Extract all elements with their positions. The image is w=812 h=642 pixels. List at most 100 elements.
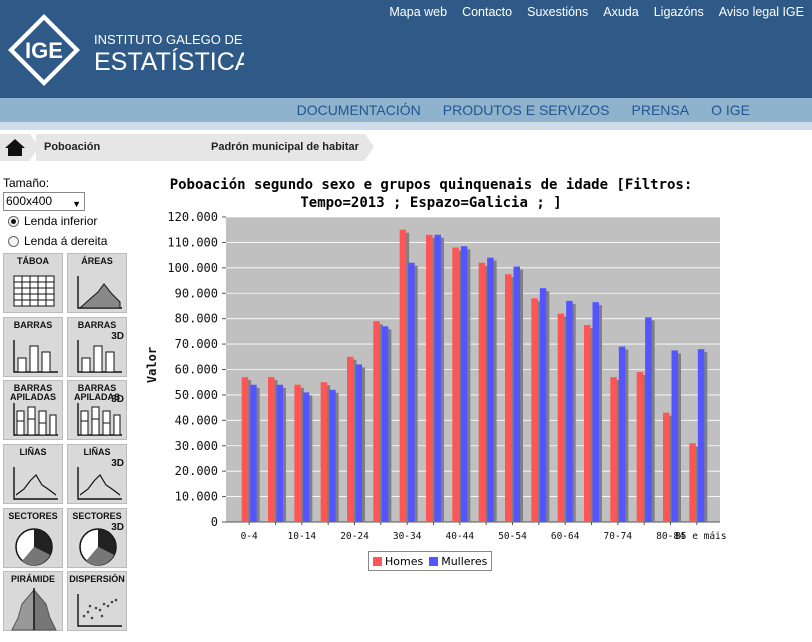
chart-type-bar-chart[interactable]: BARRAS bbox=[3, 317, 63, 377]
tile-3d-label: 3D bbox=[111, 458, 124, 469]
bar-mulleres-55-59[interactable] bbox=[539, 288, 547, 522]
top-links: Mapa web Contacto Suxestións Axuda Ligaz… bbox=[389, 5, 804, 19]
chart-type-area-chart[interactable]: ÁREAS bbox=[67, 253, 127, 313]
bar-homes-25-29[interactable] bbox=[373, 321, 380, 522]
pie-chart-icon bbox=[15, 528, 53, 566]
tile-label: TÁBOA bbox=[17, 256, 49, 266]
nav-produtos-servizos[interactable]: PRODUTOS E SERVIZOS bbox=[442, 102, 610, 118]
bar-homes-55-59[interactable] bbox=[531, 298, 538, 522]
chart-type-stacked-bar[interactable]: BARRAS APILADAS bbox=[3, 380, 63, 440]
legend-right-radio[interactable]: Lenda á dereita bbox=[8, 234, 107, 248]
bar-homes-40-44[interactable] bbox=[452, 247, 459, 523]
y-axis-label: Valor bbox=[145, 347, 159, 383]
y-tick-label: 70.000 bbox=[175, 337, 218, 351]
mulleres-swatch bbox=[429, 556, 439, 566]
chart-type-stacked-bar-3d[interactable]: BARRAS APILADAS 3D bbox=[67, 380, 127, 440]
bar-homes-65-69[interactable] bbox=[584, 325, 591, 522]
nav-documentacion[interactable]: DOCUMENTACIÓN bbox=[296, 102, 421, 118]
tile-label: SECTORES bbox=[8, 511, 58, 521]
bar-mulleres-35-39[interactable] bbox=[434, 234, 442, 522]
tile-3d-label: 3D bbox=[111, 522, 124, 533]
nav-o-ige[interactable]: O IGE bbox=[711, 102, 750, 118]
legend-bottom-label: Lenda inferior bbox=[24, 214, 98, 228]
bar-mulleres-50-54[interactable] bbox=[513, 266, 521, 522]
bar-mulleres-65-69[interactable] bbox=[592, 302, 600, 522]
bar-mulleres-80-84[interactable] bbox=[671, 350, 679, 522]
bar-mulleres-10-14[interactable] bbox=[302, 392, 310, 522]
legend-item-homes: Homes bbox=[373, 555, 423, 568]
x-tick-label: 20-24 bbox=[340, 531, 369, 542]
chart-type-line-chart-3d[interactable]: LIÑAS 3D bbox=[67, 444, 127, 504]
logo-initials: IGE bbox=[25, 38, 63, 63]
link-contacto[interactable]: Contacto bbox=[462, 5, 513, 19]
chart-type-table[interactable]: TÁBOA bbox=[3, 253, 63, 313]
legend-homes-label: Homes bbox=[385, 554, 424, 568]
bar-mulleres-25-29[interactable] bbox=[381, 326, 389, 522]
bar-homes-20-24[interactable] bbox=[347, 356, 354, 522]
bar-homes-35-39[interactable] bbox=[426, 234, 433, 522]
home-icon bbox=[5, 139, 25, 156]
y-tick-label: 20.000 bbox=[175, 464, 218, 478]
tile-label: SECTORES bbox=[72, 511, 122, 521]
bar-chart-icon bbox=[13, 340, 58, 373]
link-ligazons[interactable]: Ligazóns bbox=[653, 5, 704, 19]
link-axuda[interactable]: Axuda bbox=[603, 5, 639, 19]
chart-type-bar-chart-3d[interactable]: BARRAS 3D bbox=[67, 317, 127, 377]
bar-homes-30-34[interactable] bbox=[399, 229, 407, 523]
bar-homes-45-49[interactable] bbox=[478, 262, 486, 522]
x-tick-label: 85 e máis bbox=[675, 531, 726, 542]
chart-title: Poboación segundo sexo e grupos quinquen… bbox=[156, 176, 706, 212]
legend-bottom-radio[interactable]: Lenda inferior bbox=[8, 214, 97, 228]
link-suxestions[interactable]: Suxestións bbox=[527, 5, 589, 19]
breadcrumb-padron[interactable]: Padrón municipal de habitar bbox=[203, 134, 365, 161]
tile-label: LIÑAS bbox=[83, 447, 111, 457]
bar-homes-85 e máis[interactable] bbox=[689, 443, 696, 522]
bar-homes-70-74[interactable] bbox=[610, 377, 617, 522]
bar-homes-80-84[interactable] bbox=[663, 412, 670, 522]
bar-homes-15-19[interactable] bbox=[320, 382, 328, 522]
chart-type-pyramid[interactable]: PIRÁMIDE bbox=[3, 571, 63, 631]
legend-mulleres-label: Mulleres bbox=[441, 554, 488, 568]
bar-homes-50-54[interactable] bbox=[505, 274, 512, 522]
tile-3d-label: 3D bbox=[111, 331, 124, 342]
link-aviso-legal[interactable]: Aviso legal IGE bbox=[718, 5, 804, 19]
bar-homes-60-64[interactable] bbox=[557, 313, 565, 522]
bar-homes-0-4[interactable] bbox=[241, 377, 249, 522]
tile-label: BARRAS bbox=[13, 320, 53, 330]
tile-label: LIÑAS bbox=[19, 447, 47, 457]
tile-label: BARRAS bbox=[77, 320, 117, 330]
bar-mulleres-75-79[interactable] bbox=[645, 317, 652, 522]
bar-homes-5-9[interactable] bbox=[268, 377, 275, 522]
chart-type-line-chart[interactable]: LIÑAS bbox=[3, 444, 63, 504]
bar-mulleres-20-24[interactable] bbox=[355, 364, 363, 522]
x-tick-label: 30-34 bbox=[393, 531, 422, 542]
y-tick-label: 30.000 bbox=[175, 439, 218, 453]
stacked-bar-3d-icon bbox=[77, 403, 122, 436]
breadcrumb-home[interactable] bbox=[0, 134, 30, 161]
chart-type-pie-chart[interactable]: SECTORES bbox=[3, 508, 63, 568]
x-tick-label: 50-54 bbox=[498, 531, 527, 542]
bar-mulleres-70-74[interactable] bbox=[618, 346, 626, 522]
nav-prensa[interactable]: PRENSA bbox=[631, 102, 690, 118]
bar-mulleres-5-9[interactable] bbox=[276, 384, 284, 522]
tile-label: PIRÁMIDE bbox=[10, 574, 55, 584]
breadcrumb-poboacion[interactable]: Poboación bbox=[36, 134, 204, 161]
bar-homes-75-79[interactable] bbox=[636, 372, 644, 522]
bar-mulleres-60-64[interactable] bbox=[566, 300, 573, 522]
bar-mulleres-30-34[interactable] bbox=[408, 262, 415, 522]
bar-mulleres-45-49[interactable] bbox=[487, 257, 494, 522]
size-select[interactable]: 600x400 ▼ bbox=[3, 192, 85, 211]
x-tick-label: 60-64 bbox=[551, 531, 580, 542]
bar-mulleres-40-44[interactable] bbox=[460, 246, 468, 522]
radio-unselected-icon bbox=[8, 235, 19, 247]
chart-type-pie-chart-3d[interactable]: SECTORES 3D bbox=[67, 508, 127, 568]
y-tick-label: 40.000 bbox=[175, 413, 218, 427]
bar-homes-10-14[interactable] bbox=[294, 384, 301, 522]
bar-mulleres-0-4[interactable] bbox=[250, 384, 257, 522]
ige-logo[interactable]: IGE INSTITUTO GALEGO DE ESTATÍSTICA bbox=[4, 10, 244, 90]
y-tick-label: 60.000 bbox=[175, 363, 218, 377]
link-mapa-web[interactable]: Mapa web bbox=[389, 5, 448, 19]
bar-mulleres-15-19[interactable] bbox=[329, 389, 336, 522]
chart-type-scatter[interactable]: DISPERSIÓN bbox=[67, 571, 127, 631]
bar-mulleres-85 e máis[interactable] bbox=[697, 349, 705, 522]
